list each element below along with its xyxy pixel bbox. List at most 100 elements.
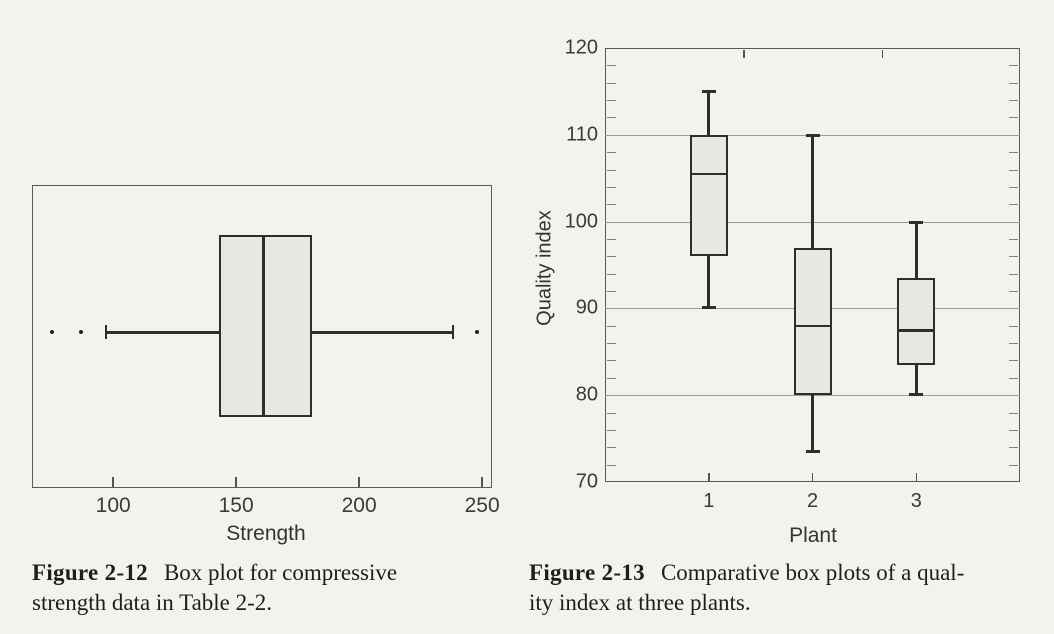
y-minor-tick-right (1009, 65, 1018, 67)
median-line (793, 324, 832, 328)
quality-boxplot-frame (605, 48, 1020, 482)
y-minor-tick-left (607, 152, 616, 154)
y-tick-label: 70 (575, 470, 598, 493)
figure-2-12-label: Figure 2-12 (32, 560, 148, 585)
lower-whisker-cap (701, 306, 716, 310)
x-tick (235, 477, 237, 487)
iqr-box (793, 247, 832, 396)
upper-whisker-line (914, 221, 918, 278)
top-tick (743, 49, 745, 58)
figure-2-12-caption: Figure 2-12 Box plot for compressive stre… (32, 558, 397, 618)
left-whisker-cap (104, 325, 108, 339)
y-minor-tick-right (1009, 291, 1018, 293)
y-minor-tick-left (607, 204, 616, 206)
y-minor-tick-left (607, 464, 616, 466)
upper-whisker-cap (805, 133, 820, 137)
figure-2-13-label: Figure 2-13 (529, 560, 645, 585)
y-minor-tick-left (607, 343, 616, 345)
upper-whisker-cap (701, 90, 716, 94)
y-minor-tick-left (607, 186, 616, 188)
lower-whisker-cap (805, 449, 820, 453)
y-tick-label: 100 (564, 210, 598, 233)
median-line (262, 235, 265, 417)
y-minor-tick-left (607, 169, 616, 171)
y-tick-label: 120 (564, 36, 598, 59)
y-tick-label: 110 (566, 123, 598, 146)
lower-whisker-line (811, 395, 814, 452)
y-minor-tick-right (1009, 238, 1018, 240)
x-tick (811, 472, 814, 481)
x-tick (112, 477, 114, 487)
y-minor-tick-left (607, 117, 616, 119)
x-tick-label: 2 (806, 490, 819, 512)
y-minor-tick-left (607, 100, 616, 102)
x-tick-label: 150 (218, 494, 254, 517)
x-tick-label: 3 (910, 490, 922, 512)
y-minor-tick-right (1009, 325, 1018, 327)
y-minor-tick-left (607, 82, 616, 84)
x-tick (915, 472, 917, 481)
y-minor-tick-right (1009, 100, 1018, 102)
y-minor-tick-right (1009, 360, 1018, 362)
x-tick-label: 100 (95, 494, 131, 517)
lower-whisker-line (707, 256, 711, 309)
y-minor-tick-left (607, 447, 616, 449)
median-line (897, 329, 936, 332)
y-minor-tick-left (607, 325, 616, 327)
y-minor-tick-left (607, 256, 616, 258)
y-minor-tick-right (1009, 429, 1018, 431)
y-minor-tick-right (1009, 152, 1018, 154)
y-minor-tick-right (1009, 464, 1018, 466)
plant-axis-label: Plant (789, 524, 837, 547)
y-minor-tick-right (1009, 343, 1018, 345)
upper-whisker-line (707, 91, 711, 135)
outlier-point (79, 330, 84, 334)
figure-2-12-caption-line1: Box plot for compressive (163, 560, 398, 585)
median-line (689, 172, 728, 176)
y-minor-tick-right (1009, 82, 1018, 84)
outlier-point (49, 330, 54, 334)
left-whisker-line (105, 331, 219, 334)
y-minor-tick-right (1009, 412, 1018, 414)
y-minor-tick-right (1009, 186, 1018, 188)
y-minor-tick-left (607, 273, 616, 275)
iqr-box (689, 134, 728, 257)
top-tick (881, 49, 884, 58)
y-minor-tick-right (1009, 204, 1018, 206)
upper-whisker-line (811, 134, 814, 248)
y-minor-tick-right (1009, 117, 1018, 119)
y-tick-label: 80 (575, 383, 598, 406)
x-tick-label: 1 (703, 490, 715, 512)
y-minor-tick-right (1009, 447, 1018, 449)
y-minor-tick-left (607, 65, 616, 67)
y-minor-tick-left (607, 429, 616, 431)
y-minor-tick-left (607, 291, 616, 293)
strength-boxplot-frame (32, 185, 492, 488)
figure-2-13-caption-line2: ity index at three plants. (529, 590, 751, 615)
lower-whisker-line (914, 364, 918, 396)
right-whisker-cap (451, 325, 455, 339)
figure-2-13-caption: Figure 2-13 Comparative box plots of a qu… (529, 558, 964, 618)
y-minor-tick-left (607, 238, 616, 240)
y-tick-label: 90 (575, 296, 598, 319)
y-minor-tick-left (607, 360, 616, 362)
y-minor-tick-right (1009, 256, 1018, 258)
upper-whisker-cap (909, 220, 924, 224)
x-tick-label: 200 (341, 494, 377, 517)
x-tick (481, 477, 483, 487)
y-minor-tick-right (1009, 377, 1018, 379)
y-minor-tick-left (607, 412, 616, 414)
y-minor-tick-right (1009, 273, 1018, 275)
iqr-box (218, 235, 313, 417)
x-tick-label: 250 (464, 494, 500, 517)
outlier-point (475, 330, 480, 334)
figure-2-12-caption-line2: strength data in Table 2-2. (32, 590, 273, 615)
right-whisker-line (312, 331, 453, 334)
x-tick (358, 477, 360, 487)
y-minor-tick-left (607, 377, 616, 379)
iqr-box (897, 278, 936, 365)
lower-whisker-cap (909, 393, 924, 397)
strength-axis-label: Strength (226, 522, 306, 545)
figure-2-13-caption-line1: Comparative box plots of a qual- (660, 560, 965, 585)
